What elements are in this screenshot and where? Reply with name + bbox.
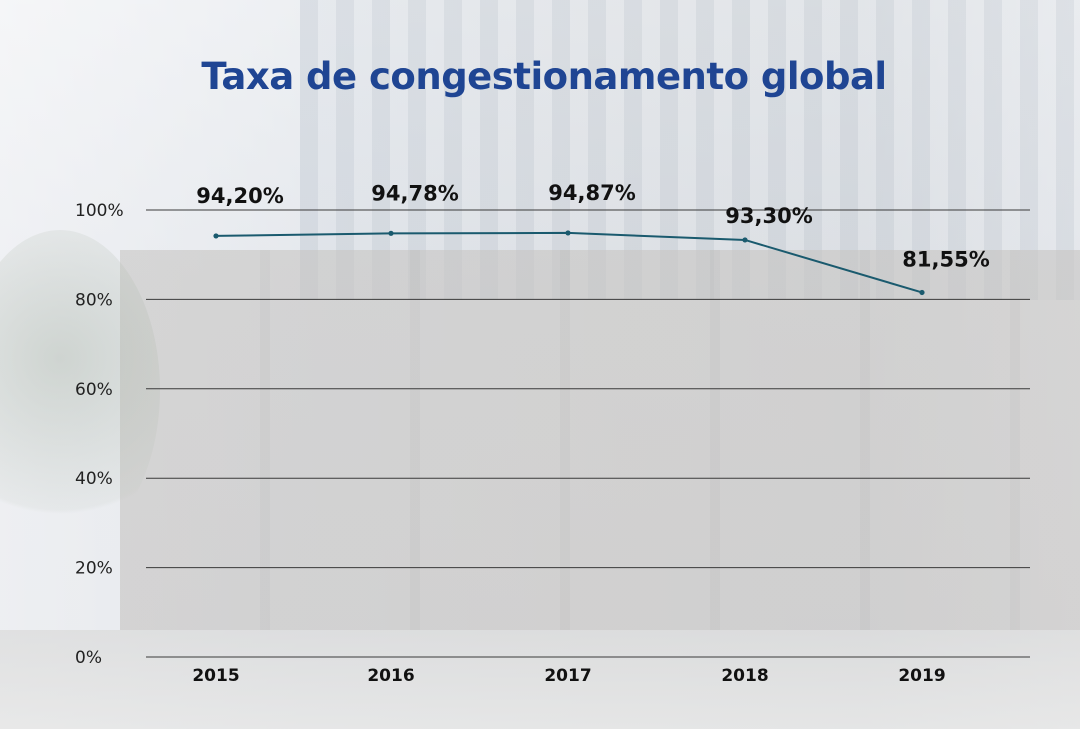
data-point-2019 [919,289,925,296]
data-point-2015 [213,233,219,239]
data-label-2015: 94,20% [196,184,283,208]
x-tick-label-2016: 2016 [367,666,414,686]
series-line [215,231,923,294]
data-label-2016: 94,78% [371,181,458,205]
data-label-2017: 94,87% [548,181,635,205]
y-tick-label-100: 100% [75,201,124,221]
y-tick-label-60: 60% [75,380,113,400]
background-building-tower [300,0,1080,300]
background-building-facade [120,250,1080,630]
background-tree [0,230,160,550]
y-tick-label-40: 40% [75,469,113,489]
background-street [0,630,1080,729]
y-tick-label-80: 80% [75,290,113,310]
x-tick-label-2019: 2019 [898,666,945,686]
data-label-2019: 81,55% [902,247,989,271]
data-point-2018 [742,237,748,243]
data-label-2018: 93,30% [725,204,812,228]
y-tick-label-20: 20% [75,559,113,579]
x-tick-label-2018: 2018 [721,666,768,686]
chart-title: Taxa de congestionamento global [201,55,887,98]
x-tick-label-2015: 2015 [192,666,239,686]
data-point-2017 [565,230,571,236]
y-tick-label-0: 0% [75,648,102,668]
data-point-2016 [388,230,394,236]
x-tick-label-2017: 2017 [544,666,591,686]
